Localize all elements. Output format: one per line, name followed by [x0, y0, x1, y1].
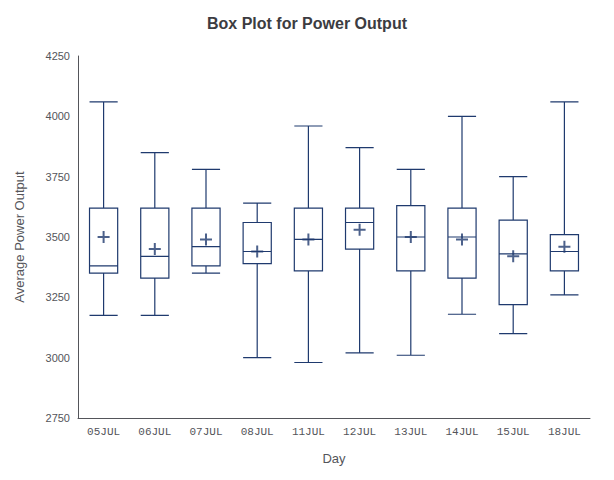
svg-text:4000: 4000	[46, 110, 70, 122]
svg-text:14JUL: 14JUL	[445, 426, 478, 438]
svg-text:Average Power Output: Average Power Output	[12, 171, 27, 303]
svg-text:18JUL: 18JUL	[548, 426, 581, 438]
svg-text:05JUL: 05JUL	[87, 426, 120, 438]
svg-text:08JUL: 08JUL	[241, 426, 274, 438]
svg-text:Box Plot for Power Output: Box Plot for Power Output	[207, 15, 408, 32]
svg-text:3750: 3750	[46, 171, 70, 183]
svg-text:3250: 3250	[46, 291, 70, 303]
svg-text:11JUL: 11JUL	[292, 426, 325, 438]
svg-text:Day: Day	[322, 451, 346, 466]
svg-text:2750: 2750	[46, 412, 70, 424]
svg-text:3000: 3000	[46, 352, 70, 364]
svg-text:13JUL: 13JUL	[394, 426, 427, 438]
svg-text:3500: 3500	[46, 231, 70, 243]
svg-text:15JUL: 15JUL	[497, 426, 530, 438]
svg-text:4250: 4250	[46, 50, 70, 62]
svg-text:12JUL: 12JUL	[343, 426, 376, 438]
svg-text:07JUL: 07JUL	[189, 426, 222, 438]
svg-text:06JUL: 06JUL	[138, 426, 171, 438]
